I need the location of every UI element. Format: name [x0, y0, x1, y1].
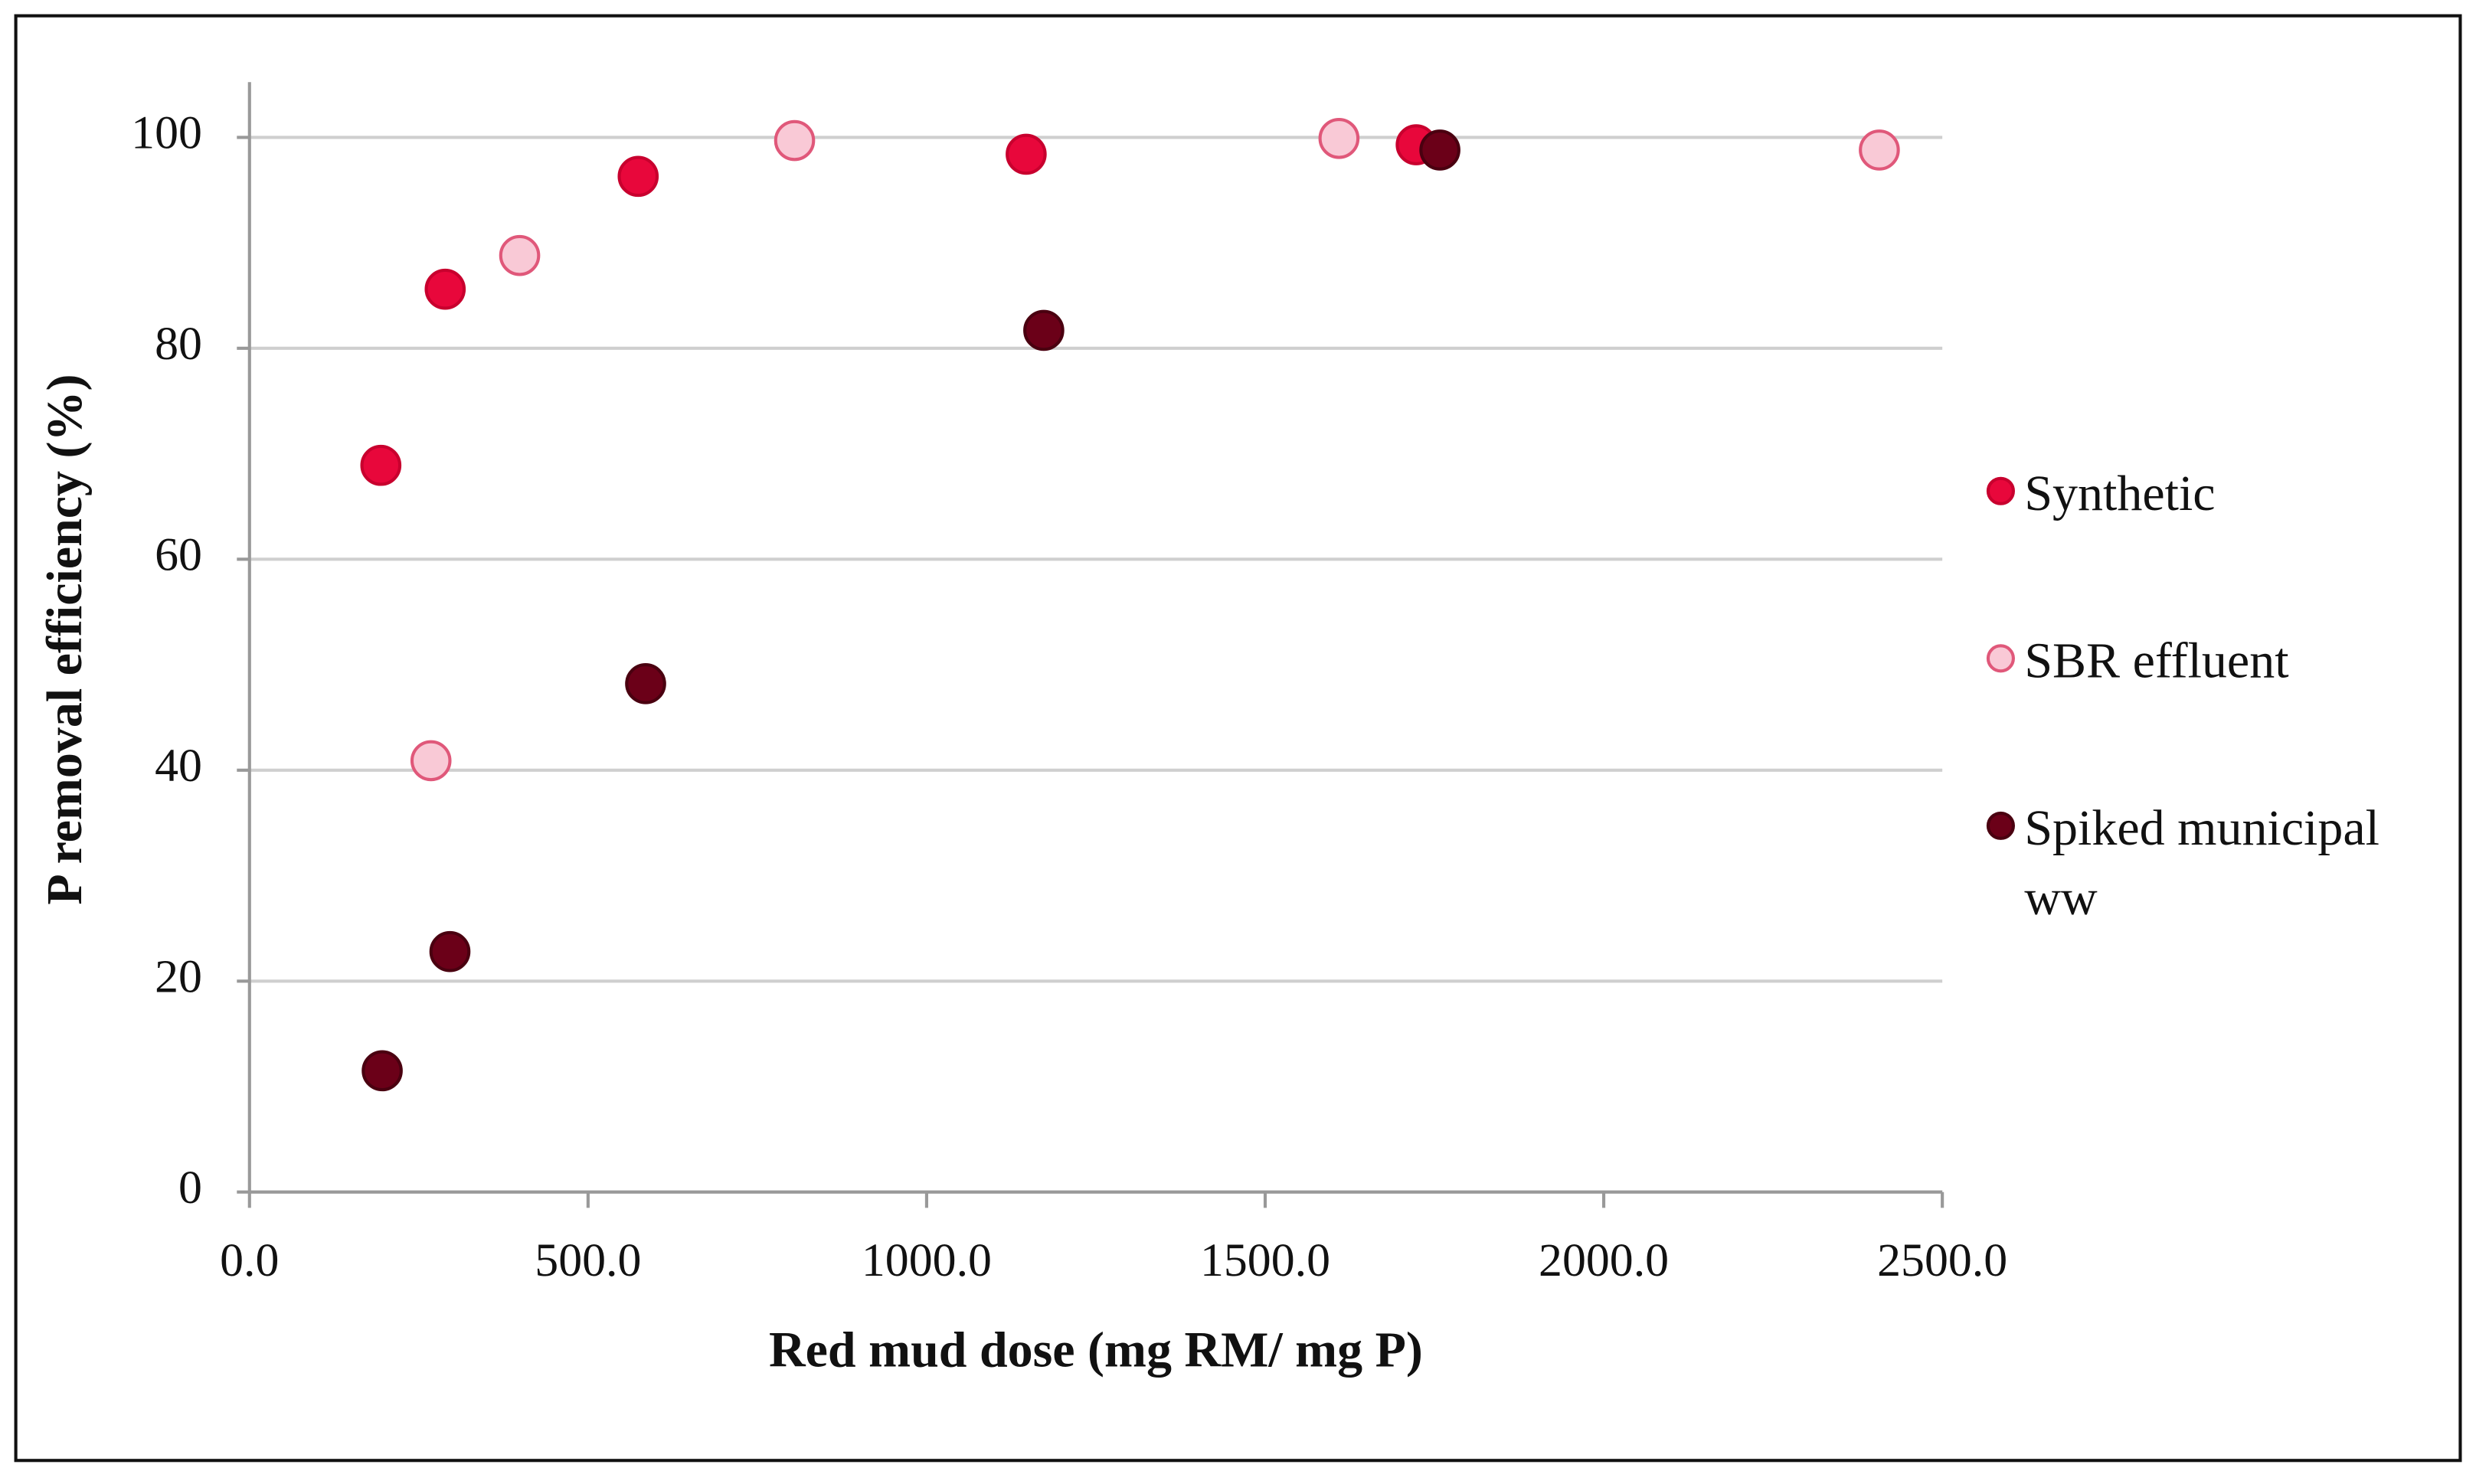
legend: Synthetic SBR effluent Spiked municipal ww	[1980, 458, 2438, 1029]
y-tick-label: 0	[178, 1162, 202, 1214]
x-tick-label: 0.0	[220, 1234, 279, 1286]
data-point	[360, 444, 402, 486]
x-tick-label: 1000.0	[862, 1234, 992, 1286]
legend-label: SBR effluent	[2024, 631, 2289, 688]
y-axis-title: P removal efficiency (%)	[37, 374, 93, 905]
y-tick-label: 40	[155, 740, 202, 792]
data-point	[1859, 129, 1900, 171]
data-point	[361, 1050, 403, 1092]
legend-marker	[1986, 644, 2015, 673]
y-tick-label: 80	[155, 318, 202, 370]
data-point	[499, 234, 541, 276]
legend-item: SBR effluent	[1980, 626, 2438, 695]
data-point	[774, 119, 816, 162]
legend-marker	[1986, 476, 2015, 505]
x-axis-title: Red mud dose (mg RM/ mg P)	[769, 1322, 1423, 1378]
data-point	[424, 268, 466, 310]
x-tick-label: 500.0	[535, 1234, 641, 1286]
data-point	[625, 663, 666, 704]
legend-marker	[1986, 811, 2015, 840]
data-point	[617, 155, 659, 198]
legend-label: Synthetic	[2024, 464, 2216, 521]
y-tick-label: 100	[131, 107, 202, 159]
data-point	[1006, 133, 1047, 175]
data-point	[1023, 309, 1065, 351]
data-point	[1419, 129, 1460, 171]
legend-item: Spiked municipal ww	[1980, 793, 2438, 931]
x-tick-label: 1500.0	[1200, 1234, 1330, 1286]
data-point	[429, 930, 471, 972]
data-point	[1318, 117, 1360, 159]
frame	[14, 14, 2462, 1463]
legend-label: Spiked municipal ww	[2024, 799, 2380, 926]
y-tick-label: 60	[155, 529, 202, 581]
x-tick-label: 2500.0	[1877, 1234, 2007, 1286]
y-tick-label: 20	[155, 950, 202, 1002]
legend-item: Synthetic	[1980, 458, 2438, 528]
x-tick-label: 2000.0	[1539, 1234, 1669, 1286]
data-point	[410, 740, 452, 782]
